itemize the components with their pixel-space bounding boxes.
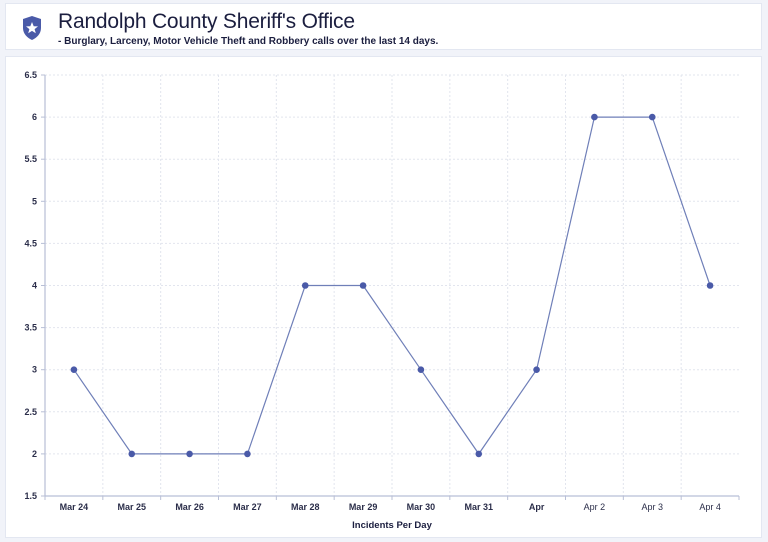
y-tick-label: 6.5 [24,70,37,80]
data-point[interactable] [475,450,483,458]
y-tick-label: 3.5 [24,323,37,333]
data-point[interactable] [359,282,367,289]
x-tick-label: Mar 29 [349,502,378,512]
y-tick-label: 3 [32,365,37,375]
y-tick-label: 4 [32,281,37,291]
page-title: Randolph County Sheriff's Office [58,10,355,33]
x-tick-label: Mar 26 [175,502,204,512]
y-tick-label: 6 [32,112,37,122]
y-tick-label: 1.5 [24,491,37,501]
data-point[interactable] [417,366,425,374]
y-tick-label: 5 [32,196,37,206]
y-tick-label: 5.5 [24,154,37,164]
y-axis-ticks: 6.5 6 5.5 5 4.5 4 3.5 3 2.5 2 1.5 [24,70,37,501]
y-tick-label: 4.5 [24,238,37,248]
data-point[interactable] [186,450,193,458]
x-tick-label: Apr 2 [584,502,606,512]
x-tick-label: Mar 30 [407,502,436,512]
data-series [70,113,714,458]
data-point[interactable] [128,450,136,458]
x-tick-label: Mar 25 [117,502,146,512]
chart-card [5,56,762,538]
y-tick-label: 2.5 [24,407,37,417]
chart-axes [41,74,740,500]
x-tick-label: Mar 31 [464,502,493,512]
shield-star-icon [23,16,41,40]
chart-grid [45,74,739,496]
data-point[interactable] [706,282,714,289]
x-tick-label: Mar 28 [291,502,320,512]
data-point[interactable] [301,282,309,289]
x-tick-label: Apr 4 [699,502,721,512]
data-point[interactable] [244,450,251,458]
x-tick-label: Mar 27 [233,502,262,512]
x-tick-label: Mar 24 [60,502,89,512]
data-point[interactable] [591,113,598,121]
data-point[interactable] [533,366,540,374]
x-tick-label: Apr [529,502,545,512]
x-axis-title: Incidents Per Day [352,520,432,531]
x-tick-label: Apr 3 [641,502,663,512]
data-point[interactable] [70,366,78,374]
series-line [73,116,711,455]
x-axis-ticks: Mar 24 Mar 25 Mar 26 Mar 27 Mar 28 Mar 29 Mar … [60,502,721,512]
data-point[interactable] [648,113,656,121]
page-subtitle: - Burglary, Larceny, Motor Vehicle Theft… [58,36,439,47]
y-tick-label: 2 [32,449,37,459]
header-card: Randolph County Sheriff's Office - Burgl… [5,3,762,50]
